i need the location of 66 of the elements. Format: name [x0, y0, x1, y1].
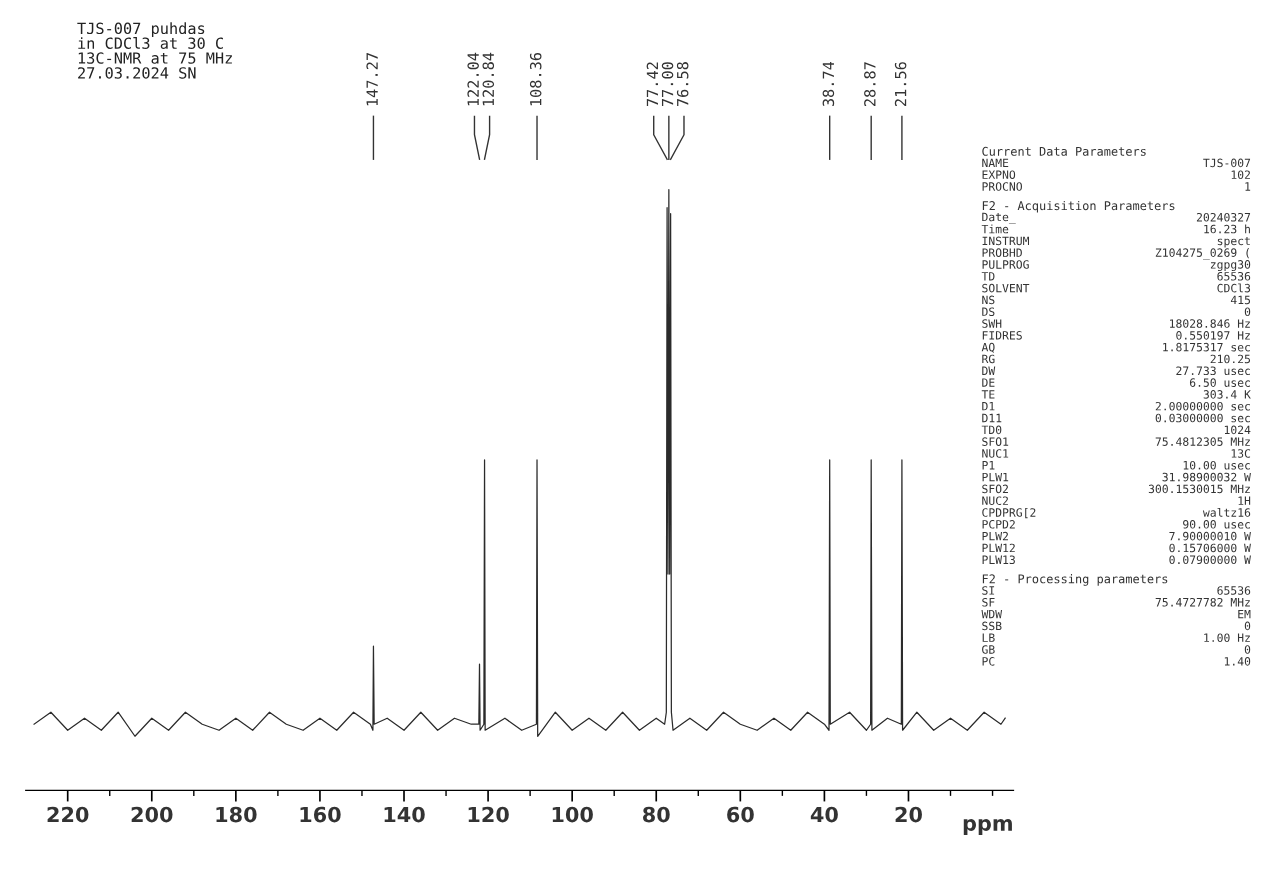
x-tick-label: 20 [895, 806, 922, 823]
x-axis-title: ppm [963, 818, 1012, 835]
x-tick-label: 100 [552, 806, 593, 823]
text: TD0 1024 [981, 425, 1251, 435]
text: NS 415 [982, 295, 1251, 305]
annotation: 77.42 [646, 62, 658, 107]
text: RG 210.25 [982, 354, 1251, 364]
text: DE 6.50 usec [982, 378, 1250, 387]
text: WDW EM [981, 609, 1251, 619]
x-tick-label: 140 [384, 806, 425, 823]
annotation: 38.74 [822, 61, 835, 107]
x-tick-label: 160 [300, 806, 341, 823]
text: SF 75.4727782 MHz [982, 597, 1250, 607]
text: D11 0.03000000 sec [982, 413, 1250, 423]
x-tick-label: 60 [727, 806, 754, 823]
annotation: 21.56 [894, 62, 907, 106]
text: NAME TJS-007 [982, 158, 1251, 168]
x-tick-label: 80 [643, 806, 670, 823]
text: SFO2 300.1530015 MHz [982, 484, 1250, 494]
text: D1 2.00000000 sec [982, 401, 1250, 411]
annotation: 76.58 [676, 62, 689, 107]
text: TE 303.4 K [981, 390, 1251, 399]
text: PLW2 7.90000010 W [982, 531, 1251, 541]
text: DS 0 [982, 307, 1251, 317]
text: PLW13 0.07900000 W [982, 555, 1251, 565]
annotation: 108.36 [529, 52, 542, 106]
annotation: 147.27 [366, 53, 378, 106]
text: SWH 18028.846 Hz [982, 319, 1250, 328]
x-tick-label: 200 [131, 806, 173, 823]
text: PLW12 0.15706000 W [982, 543, 1251, 553]
annotation: 120.84 [482, 52, 495, 106]
x-tick-label: 220 [47, 806, 89, 823]
text: Current Data Parameters [982, 146, 1146, 156]
text: P1 10.00 usec [982, 460, 1250, 470]
text: GB 0 [982, 645, 1251, 654]
annotation: 28.87 [864, 62, 876, 106]
text: Date_ 20240327 [982, 212, 1251, 224]
annotation: 77.00 [661, 62, 674, 107]
x-tick-label: 120 [468, 806, 509, 823]
annotation: F2 - Acquisition Parameters [982, 200, 1175, 213]
text: DW 27.733 usec [982, 366, 1250, 376]
text: CPDPRG[2 waltz16 [982, 507, 1251, 519]
text: NUC1 13C [982, 449, 1251, 458]
x-tick-label: 40 [810, 806, 838, 823]
chart-title: TJS-007 puhdas in CDCl3 at 30 C 13C-NMR at 75 MHz 27.03.2024 SN [77, 22, 232, 79]
text: INSTRUM spect [982, 236, 1250, 248]
text: TD 65536 [981, 271, 1251, 281]
annotation: 122.04 [467, 52, 479, 106]
text: PROCNO 1 [982, 182, 1251, 191]
text: FIDRES 0.550197 Hz [982, 331, 1250, 340]
text: AQ 1.8175317 sec [981, 342, 1250, 353]
x-tick-label: 180 [216, 806, 257, 823]
text: SFO1 75.4812305 MHz [982, 437, 1250, 446]
text: PULPROG zgpg30 [982, 260, 1251, 271]
text: PC 1.40 [982, 657, 1251, 666]
text: EXPNO 102 [982, 170, 1250, 180]
text: SOLVENT CDCl3 [982, 283, 1251, 293]
text: LB 1.00 Hz [982, 633, 1250, 643]
annotation: F2 - Processing parameters [982, 574, 1168, 586]
text: SSB 0 [982, 621, 1251, 631]
text: NUC2 1H [982, 496, 1251, 505]
text: PCPD2 90.00 usec [982, 520, 1250, 529]
text: Time 16.23 h [981, 224, 1250, 234]
text: PLW1 31.98900032 W [982, 472, 1251, 482]
text: SI 65536 [982, 586, 1251, 595]
text: PROBHD Z104275_0269 ( [982, 248, 1249, 260]
